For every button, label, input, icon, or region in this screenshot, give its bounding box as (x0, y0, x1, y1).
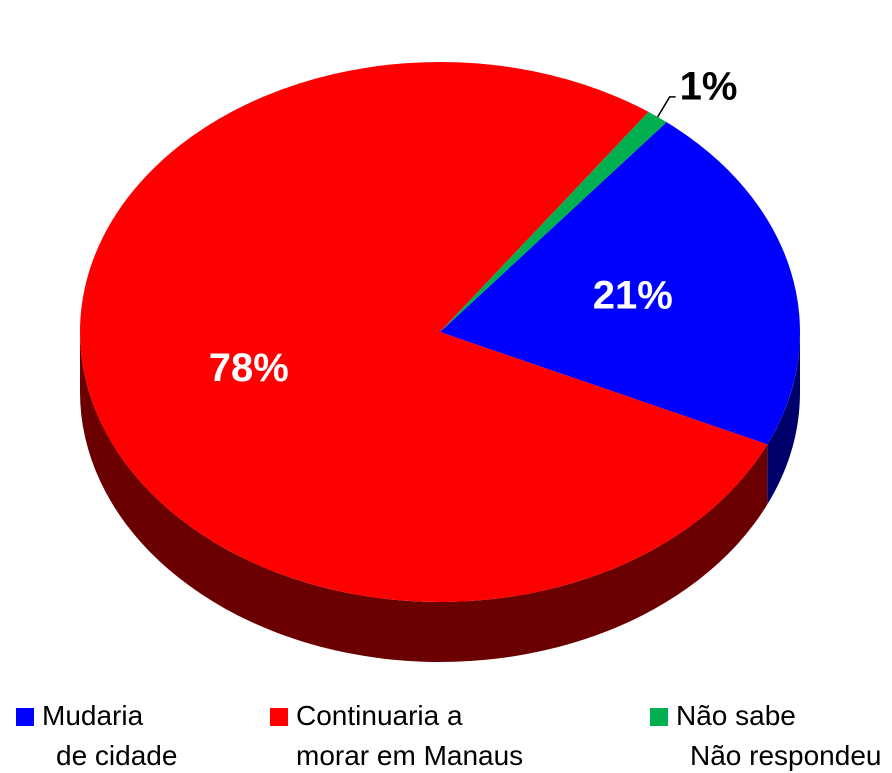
value-label: 78% (209, 346, 289, 390)
legend-line: morar em Manaus (296, 740, 523, 771)
legend-line: de cidade (56, 740, 177, 771)
legend-swatch (650, 708, 668, 726)
legend-swatch (16, 708, 34, 726)
pie-side (767, 332, 800, 505)
legend-swatch (270, 708, 288, 726)
value-label: 1% (680, 64, 738, 108)
pie-slice (80, 61, 768, 603)
legend-label: Não sabe Não respondeu (676, 700, 881, 771)
legend-line: Não respondeu (690, 740, 881, 771)
legend-line: Continuaria a (296, 700, 463, 731)
legend-label: Continuaria a morar em Manaus (296, 700, 523, 771)
legend-label: Mudaria de cidade (42, 700, 177, 771)
legend-line: Não sabe (676, 700, 796, 731)
legend-line: Mudaria (42, 700, 144, 731)
leader-line (657, 96, 676, 118)
pie-side (80, 332, 768, 663)
pie-slice (440, 111, 667, 332)
value-label: 21% (593, 274, 673, 318)
pie-slice (440, 122, 800, 445)
